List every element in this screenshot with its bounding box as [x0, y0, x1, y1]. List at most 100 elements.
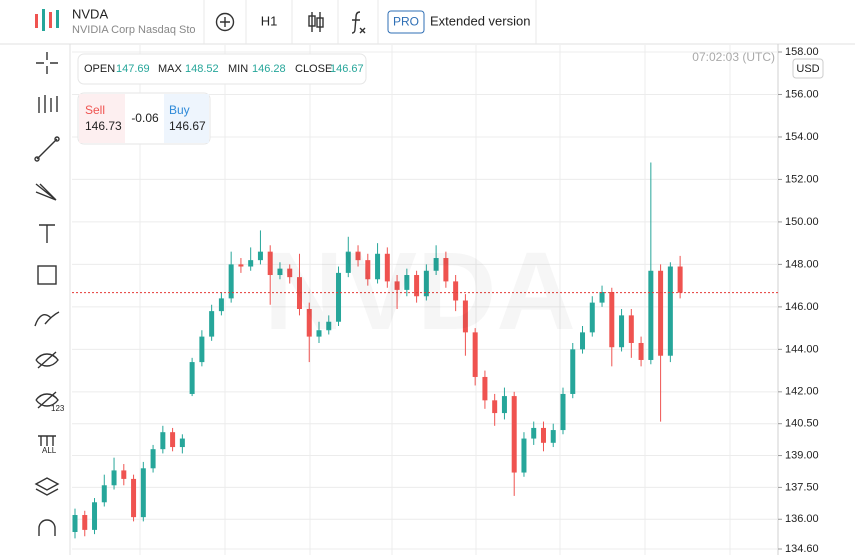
candle-body — [472, 332, 478, 377]
sell-button[interactable] — [79, 94, 125, 143]
candle-body — [619, 315, 625, 348]
candle-body — [589, 302, 595, 333]
y-tick-label: 156.00 — [785, 88, 819, 100]
crosshair-tool[interactable] — [36, 52, 58, 74]
y-tick-label: 140.50 — [785, 418, 819, 430]
layers-tool[interactable] — [34, 477, 60, 496]
fib-tool[interactable] — [35, 183, 57, 201]
candle-body — [433, 258, 439, 271]
candle-body — [257, 251, 263, 261]
hide-drawings-tool[interactable] — [35, 351, 59, 369]
candle-body — [521, 438, 527, 473]
y-tick-label: 142.00 — [785, 386, 819, 398]
candle-body — [365, 260, 371, 280]
candle-body — [101, 485, 107, 503]
y-tick-label: 150.00 — [785, 216, 819, 228]
hide-values-tool[interactable] — [35, 391, 59, 409]
toolbar — [0, 0, 855, 44]
candle-body — [628, 315, 634, 343]
candle-body — [238, 264, 244, 267]
candle-body — [179, 438, 185, 448]
chart-type-button[interactable] — [308, 12, 324, 32]
candle-body — [131, 478, 137, 518]
y-tick-label: 148.00 — [785, 258, 819, 270]
candle-body — [316, 330, 322, 337]
buy-label: Buy — [169, 103, 190, 117]
max-value: 148.52 — [185, 63, 219, 75]
plot: 134.60 136.00 137.50 139.00 140.50 142.00 144.… — [72, 45, 819, 555]
candle-body — [296, 277, 302, 309]
candle-body — [345, 251, 351, 273]
logo — [35, 9, 59, 31]
candle-body — [638, 342, 644, 360]
candle-body — [306, 308, 312, 337]
candle-body — [404, 275, 410, 290]
candle-body — [287, 268, 293, 278]
candle-body — [267, 251, 273, 276]
candle-body — [355, 251, 361, 261]
timeframe-button[interactable]: H1 — [261, 13, 278, 28]
candle-body — [228, 264, 234, 299]
max-label: MAX — [158, 63, 183, 75]
shape-tool[interactable] — [37, 265, 57, 285]
candle-body — [511, 396, 517, 473]
currency: USD — [796, 63, 819, 75]
pro-badge[interactable] — [387, 10, 425, 34]
candle-body — [218, 298, 224, 312]
remove-all-tool[interactable] — [38, 435, 56, 446]
candle-body — [462, 300, 468, 333]
y-tick-label: 137.50 — [785, 481, 819, 493]
extended-version[interactable]: Extended version — [430, 13, 530, 28]
brush-tool[interactable] — [34, 311, 60, 327]
candle-body — [570, 349, 576, 394]
close-value: 146.67 — [330, 63, 364, 75]
candle-body — [540, 427, 546, 443]
hide-values-label: 123 — [51, 404, 65, 413]
candle-body — [492, 400, 498, 414]
candle-body — [677, 266, 683, 293]
open-label: OPEN — [84, 63, 115, 75]
add-indicator-button[interactable] — [215, 12, 235, 32]
buy-button[interactable] — [164, 94, 209, 143]
candle-body — [667, 266, 673, 356]
y-tick-label: 139.00 — [785, 449, 819, 461]
open-value: 147.69 — [116, 63, 150, 75]
clock: 07:02:03 (UTC) — [692, 50, 775, 64]
candle-body — [326, 321, 332, 331]
currency-box[interactable] — [792, 58, 824, 79]
candle-body — [199, 336, 205, 363]
candle-body — [121, 470, 127, 479]
y-tick-label: 136.00 — [785, 513, 819, 525]
y-tick-label: 134.60 — [785, 543, 819, 555]
candle-body — [209, 311, 215, 337]
candle-body — [531, 427, 537, 439]
candle-body — [394, 281, 400, 290]
ohlc-panel — [77, 53, 367, 85]
y-tick-label: 144.00 — [785, 343, 819, 355]
y-tick-label: 146.00 — [785, 301, 819, 313]
candle-body — [658, 270, 664, 356]
candle-body — [111, 470, 117, 486]
text-tool[interactable] — [39, 224, 55, 243]
functions-button[interactable] — [351, 11, 366, 34]
magnet-tool[interactable] — [38, 519, 56, 536]
pro-text: PRO — [393, 15, 419, 29]
remove-all-label: ALL — [42, 446, 57, 455]
candle-body — [92, 502, 98, 530]
candle-body — [423, 270, 429, 297]
candle-body — [550, 430, 556, 443]
candle-body — [384, 253, 390, 282]
candle-body — [414, 275, 420, 297]
candle-body — [501, 396, 507, 414]
candle-body — [375, 253, 381, 280]
candle-body — [72, 515, 78, 533]
indicators-tool[interactable] — [38, 95, 58, 113]
y-tick-label: 158.00 — [785, 46, 819, 58]
candle-body — [160, 432, 166, 450]
description: NVIDIA Corp Nasdaq Sto — [72, 24, 196, 36]
line-tool[interactable] — [34, 136, 60, 162]
candle-body — [140, 468, 146, 518]
sell-price: 146.73 — [85, 119, 122, 133]
symbol[interactable]: NVDA — [72, 6, 108, 21]
